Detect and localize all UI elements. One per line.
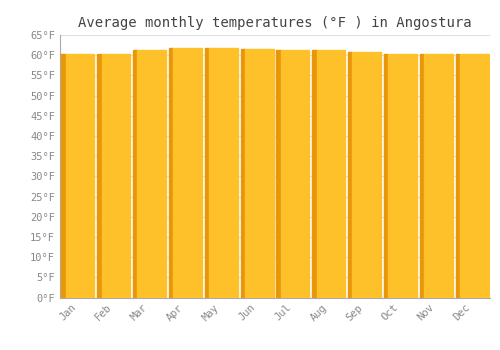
Bar: [102, 54, 130, 298]
Bar: [316, 50, 345, 298]
Bar: [62, 54, 66, 298]
Bar: [352, 52, 381, 298]
Bar: [456, 54, 460, 298]
Bar: [276, 50, 280, 298]
Bar: [348, 52, 352, 298]
Bar: [384, 54, 388, 298]
Bar: [169, 48, 173, 298]
Bar: [133, 50, 138, 298]
Bar: [98, 54, 102, 298]
Title: Average monthly temperatures (°F ) in Angostura: Average monthly temperatures (°F ) in An…: [78, 16, 472, 30]
Bar: [312, 50, 316, 298]
Bar: [209, 48, 238, 298]
Bar: [240, 49, 245, 298]
Bar: [138, 50, 166, 298]
Bar: [424, 54, 452, 298]
Bar: [205, 48, 209, 298]
Bar: [173, 48, 202, 298]
Bar: [460, 54, 488, 298]
Bar: [280, 50, 310, 298]
Bar: [420, 54, 424, 298]
Bar: [245, 49, 274, 298]
Bar: [66, 54, 94, 298]
Bar: [388, 54, 417, 298]
